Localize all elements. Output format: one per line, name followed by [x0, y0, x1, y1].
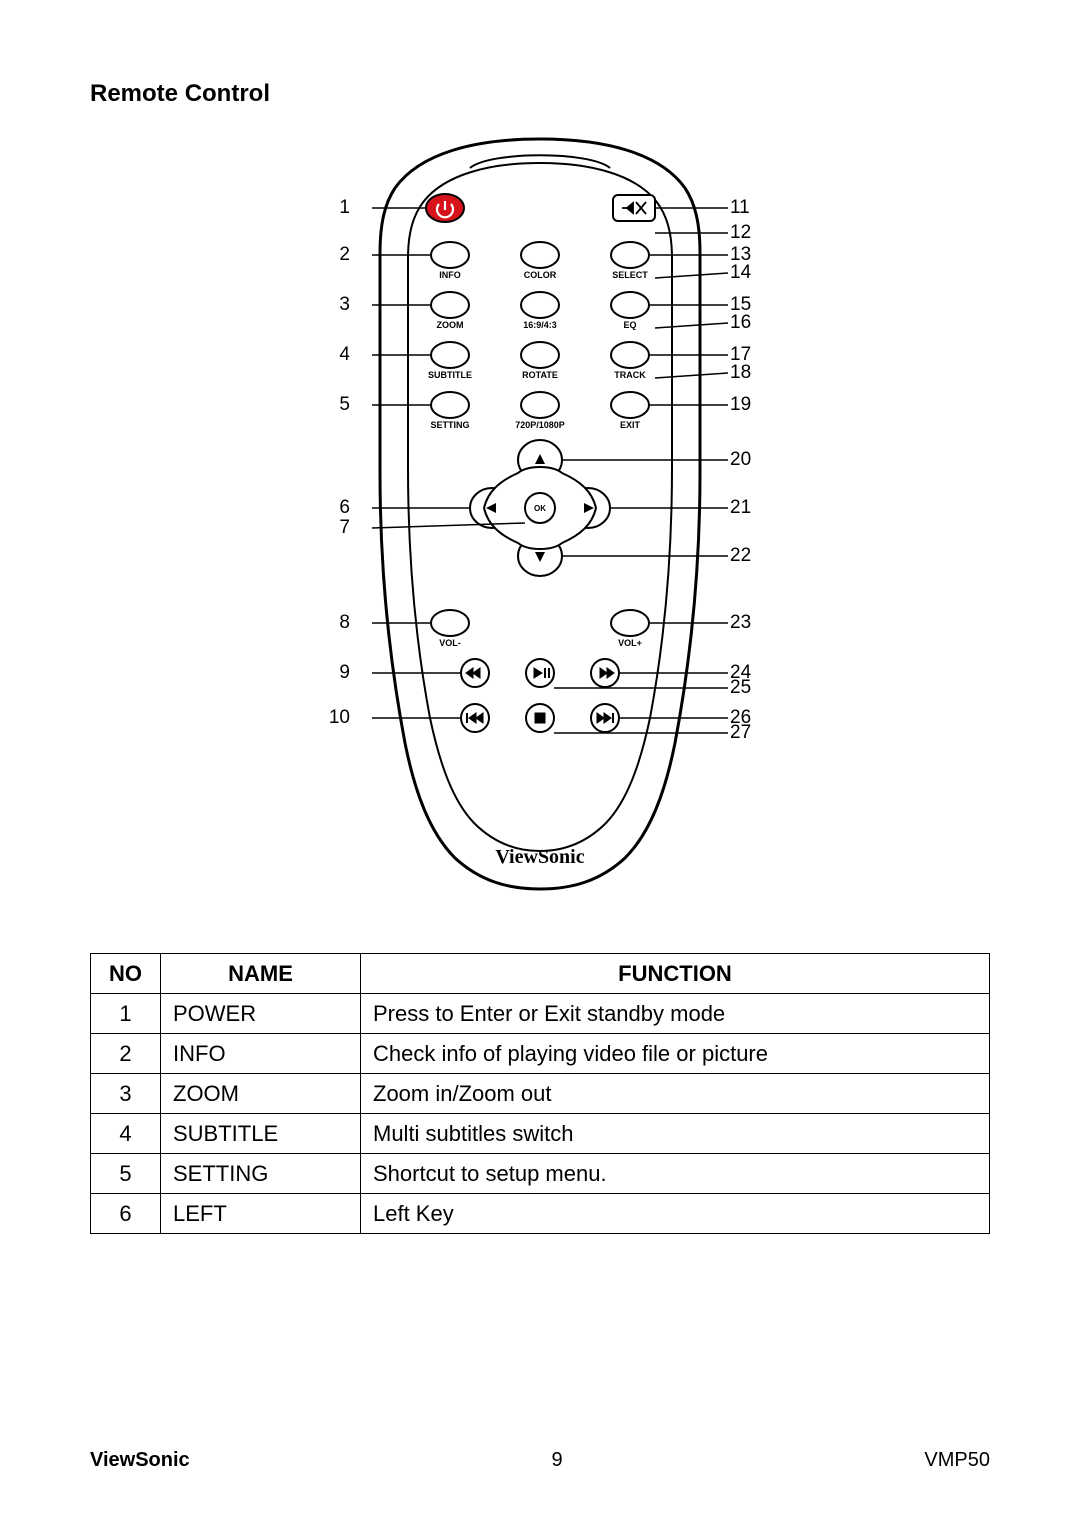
callout-number: 14 [730, 263, 760, 282]
th-function: FUNCTION [361, 954, 990, 994]
remote-button [611, 392, 649, 418]
remote-button [611, 242, 649, 268]
callout-number: 22 [730, 546, 760, 565]
cell-no: 4 [91, 1114, 161, 1154]
brand-on-remote: ViewSonic [495, 846, 584, 868]
cell-function: Check info of playing video file or pict… [361, 1034, 990, 1074]
callout-number: 20 [730, 450, 760, 469]
remote-diagram: INFO COLOR SELECT ZOOM 16:9/4:3 EQ SUBTITLE ROT… [240, 133, 840, 903]
table-row: 5SETTINGShortcut to setup menu. [91, 1154, 990, 1194]
remote-button-label: ROTATE [522, 370, 558, 380]
cell-no: 5 [91, 1154, 161, 1194]
table-row: 2INFOCheck info of playing video file or… [91, 1034, 990, 1074]
callout-number: 2 [320, 245, 350, 264]
functions-table: NO NAME FUNCTION 1POWERPress to Enter or… [90, 953, 990, 1234]
callout-number: 18 [730, 363, 760, 382]
callout-number: 19 [730, 395, 760, 414]
remote-button [521, 292, 559, 318]
remote-button-label: 16:9/4:3 [523, 320, 557, 330]
callout-number: 21 [730, 498, 760, 517]
callout-number: 23 [730, 613, 760, 632]
cell-function: Multi subtitles switch [361, 1114, 990, 1154]
remote-button-label: INFO [439, 270, 461, 280]
cell-name: POWER [161, 994, 361, 1034]
cell-name: ZOOM [161, 1074, 361, 1114]
remote-button-label: EXIT [620, 420, 641, 430]
callout-number: 25 [730, 678, 760, 697]
callout-number: 11 [730, 198, 760, 217]
footer-model: VMP50 [924, 1449, 990, 1472]
callout-number: 10 [320, 708, 350, 727]
footer-page: 9 [551, 1449, 562, 1472]
remote-button [431, 292, 469, 318]
cell-function: Left Key [361, 1194, 990, 1234]
callout-number: 7 [320, 518, 350, 537]
table-row: 3ZOOMZoom in/Zoom out [91, 1074, 990, 1114]
callout-number: 27 [730, 723, 760, 742]
callout-number: 12 [730, 223, 760, 242]
remote-button [431, 392, 469, 418]
vol-plus-label: VOL+ [618, 638, 642, 648]
callout-number: 6 [320, 498, 350, 517]
cell-function: Press to Enter or Exit standby mode [361, 994, 990, 1034]
remote-button-label: 720P/1080P [515, 420, 565, 430]
cell-name: INFO [161, 1034, 361, 1074]
cell-function: Shortcut to setup menu. [361, 1154, 990, 1194]
remote-button [521, 342, 559, 368]
remote-button [521, 242, 559, 268]
remote-button-label: TRACK [614, 370, 646, 380]
cell-no: 1 [91, 994, 161, 1034]
callout-number: 9 [320, 663, 350, 682]
callout-number: 1 [320, 198, 350, 217]
remote-diagram-wrap: INFO COLOR SELECT ZOOM 16:9/4:3 EQ SUBTITLE ROT… [90, 133, 990, 903]
cell-function: Zoom in/Zoom out [361, 1074, 990, 1114]
remote-button [611, 342, 649, 368]
remote-button [521, 392, 559, 418]
cell-name: SUBTITLE [161, 1114, 361, 1154]
cell-name: LEFT [161, 1194, 361, 1234]
table-row: 1POWERPress to Enter or Exit standby mod… [91, 994, 990, 1034]
power-button [426, 194, 464, 222]
remote-button [611, 292, 649, 318]
remote-button [431, 242, 469, 268]
remote-button-label: SETTING [430, 420, 469, 430]
callout-number: 8 [320, 613, 350, 632]
cell-no: 6 [91, 1194, 161, 1234]
cell-name: SETTING [161, 1154, 361, 1194]
cell-no: 3 [91, 1074, 161, 1114]
th-name: NAME [161, 954, 361, 994]
remote-button-label: ZOOM [437, 320, 464, 330]
remote-button [431, 342, 469, 368]
table-row: 6LEFTLeft Key [91, 1194, 990, 1234]
remote-button-label: COLOR [524, 270, 557, 280]
cell-no: 2 [91, 1034, 161, 1074]
remote-button-label: SELECT [612, 270, 648, 280]
vol-minus-label: VOL- [439, 638, 461, 648]
table-row: 4SUBTITLEMulti subtitles switch [91, 1114, 990, 1154]
page-title: Remote Control [90, 80, 990, 108]
remote-button-label: EQ [623, 320, 636, 330]
stop-icon [535, 713, 545, 723]
th-no: NO [91, 954, 161, 994]
ok-label: OK [534, 504, 546, 513]
footer-brand: ViewSonic [90, 1449, 190, 1472]
callout-number: 5 [320, 395, 350, 414]
callout-number: 3 [320, 295, 350, 314]
callout-number: 16 [730, 313, 760, 332]
callout-number: 4 [320, 345, 350, 364]
mute-button [613, 195, 655, 221]
remote-button-label: SUBTITLE [428, 370, 472, 380]
page-footer: ViewSonic 9 VMP50 [90, 1449, 990, 1472]
